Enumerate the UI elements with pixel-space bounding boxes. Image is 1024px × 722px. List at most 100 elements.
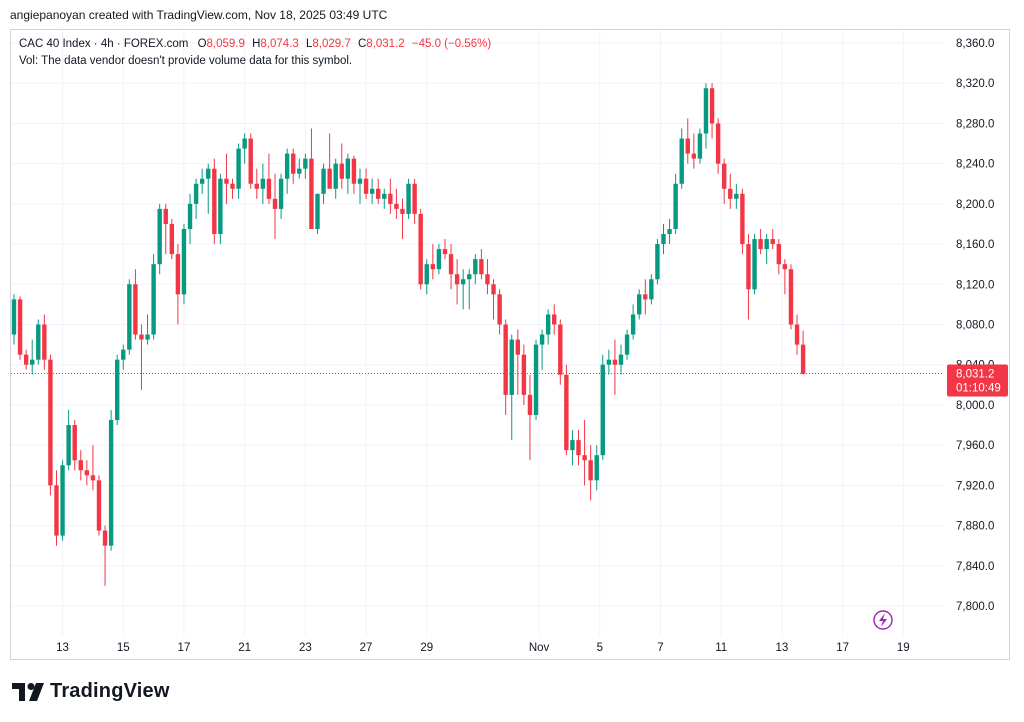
candle[interactable]	[782, 259, 788, 295]
candle[interactable]	[11, 294, 17, 345]
candle[interactable]	[576, 430, 581, 466]
candle[interactable]	[685, 118, 690, 164]
candle[interactable]	[193, 178, 199, 219]
candle[interactable]	[206, 163, 211, 214]
candle[interactable]	[127, 279, 132, 355]
candle[interactable]	[108, 409, 114, 551]
candle[interactable]	[521, 344, 527, 405]
candle[interactable]	[242, 133, 247, 164]
candle[interactable]	[588, 445, 593, 501]
candle[interactable]	[151, 254, 156, 340]
candle[interactable]	[230, 178, 235, 199]
candle[interactable]	[788, 264, 794, 330]
candle[interactable]	[339, 143, 344, 189]
candle[interactable]	[199, 168, 205, 194]
candle[interactable]	[163, 203, 168, 255]
candle[interactable]	[624, 329, 630, 360]
candle[interactable]	[90, 445, 96, 491]
candle[interactable]	[369, 178, 375, 204]
candle[interactable]	[394, 188, 399, 219]
lightning-icon[interactable]	[873, 610, 893, 630]
candlestick-series[interactable]	[11, 83, 806, 586]
candle[interactable]	[545, 309, 551, 345]
candle[interactable]	[776, 239, 782, 275]
candle[interactable]	[139, 324, 144, 390]
candle[interactable]	[728, 173, 733, 209]
candle[interactable]	[23, 349, 29, 370]
candle[interactable]	[436, 244, 442, 275]
candle[interactable]	[266, 153, 272, 204]
candle[interactable]	[406, 178, 411, 219]
candle[interactable]	[485, 259, 490, 295]
candle[interactable]	[36, 319, 41, 365]
candle[interactable]	[224, 153, 229, 204]
candle[interactable]	[260, 163, 266, 204]
candle[interactable]	[181, 223, 187, 305]
candle[interactable]	[473, 254, 478, 285]
time-axis[interactable]: 13 15 17 21 23 27 29 Nov 5 7 11 13 17 19	[56, 642, 910, 654]
candle[interactable]	[527, 374, 533, 461]
candle[interactable]	[697, 128, 703, 164]
candle[interactable]	[291, 148, 296, 184]
candle[interactable]	[84, 460, 90, 486]
candle[interactable]	[582, 420, 587, 486]
candle[interactable]	[30, 339, 35, 375]
candle[interactable]	[618, 344, 624, 375]
candle[interactable]	[679, 128, 684, 189]
candle[interactable]	[72, 420, 77, 471]
candle[interactable]	[333, 158, 338, 199]
candle[interactable]	[357, 168, 363, 204]
candle[interactable]	[703, 83, 709, 149]
candle[interactable]	[637, 289, 642, 320]
candle[interactable]	[96, 475, 102, 536]
candle[interactable]	[376, 178, 381, 204]
candle[interactable]	[430, 244, 436, 280]
candle[interactable]	[327, 133, 332, 189]
candle[interactable]	[424, 259, 429, 295]
candle[interactable]	[467, 269, 472, 310]
candle[interactable]	[497, 289, 502, 335]
candle[interactable]	[661, 223, 666, 255]
candle[interactable]	[400, 198, 405, 240]
candle[interactable]	[758, 228, 763, 255]
candle[interactable]	[212, 158, 217, 245]
candle[interactable]	[667, 218, 672, 245]
candle[interactable]	[800, 330, 806, 375]
candle[interactable]	[48, 354, 53, 496]
candle[interactable]	[794, 314, 800, 355]
candle[interactable]	[272, 173, 278, 240]
candle[interactable]	[734, 183, 739, 209]
candle[interactable]	[643, 279, 648, 315]
candle[interactable]	[169, 218, 175, 260]
candle[interactable]	[770, 228, 775, 250]
candle[interactable]	[649, 274, 654, 305]
candle[interactable]	[303, 153, 308, 179]
candle[interactable]	[351, 155, 357, 194]
candle[interactable]	[709, 83, 715, 139]
candle[interactable]	[764, 234, 769, 265]
candle[interactable]	[345, 153, 351, 194]
candle[interactable]	[594, 445, 599, 491]
candle[interactable]	[515, 329, 521, 395]
candle[interactable]	[442, 239, 448, 260]
candle[interactable]	[175, 244, 181, 325]
symbol-label[interactable]: CAC 40 Index · 4h · FOREX.com	[19, 38, 189, 50]
candle[interactable]	[606, 349, 612, 375]
candle[interactable]	[539, 329, 545, 370]
candle[interactable]	[454, 259, 460, 305]
candle[interactable]	[479, 249, 484, 280]
candle[interactable]	[363, 168, 369, 199]
candle[interactable]	[558, 319, 563, 385]
candle[interactable]	[552, 304, 557, 335]
candle[interactable]	[412, 178, 417, 224]
candle[interactable]	[752, 234, 757, 295]
candle[interactable]	[491, 279, 496, 320]
candle[interactable]	[740, 188, 745, 255]
candle[interactable]	[121, 344, 126, 370]
candle[interactable]	[42, 314, 47, 370]
candle[interactable]	[78, 450, 83, 481]
candle[interactable]	[655, 239, 660, 285]
candle[interactable]	[388, 178, 393, 214]
candle[interactable]	[236, 143, 241, 199]
